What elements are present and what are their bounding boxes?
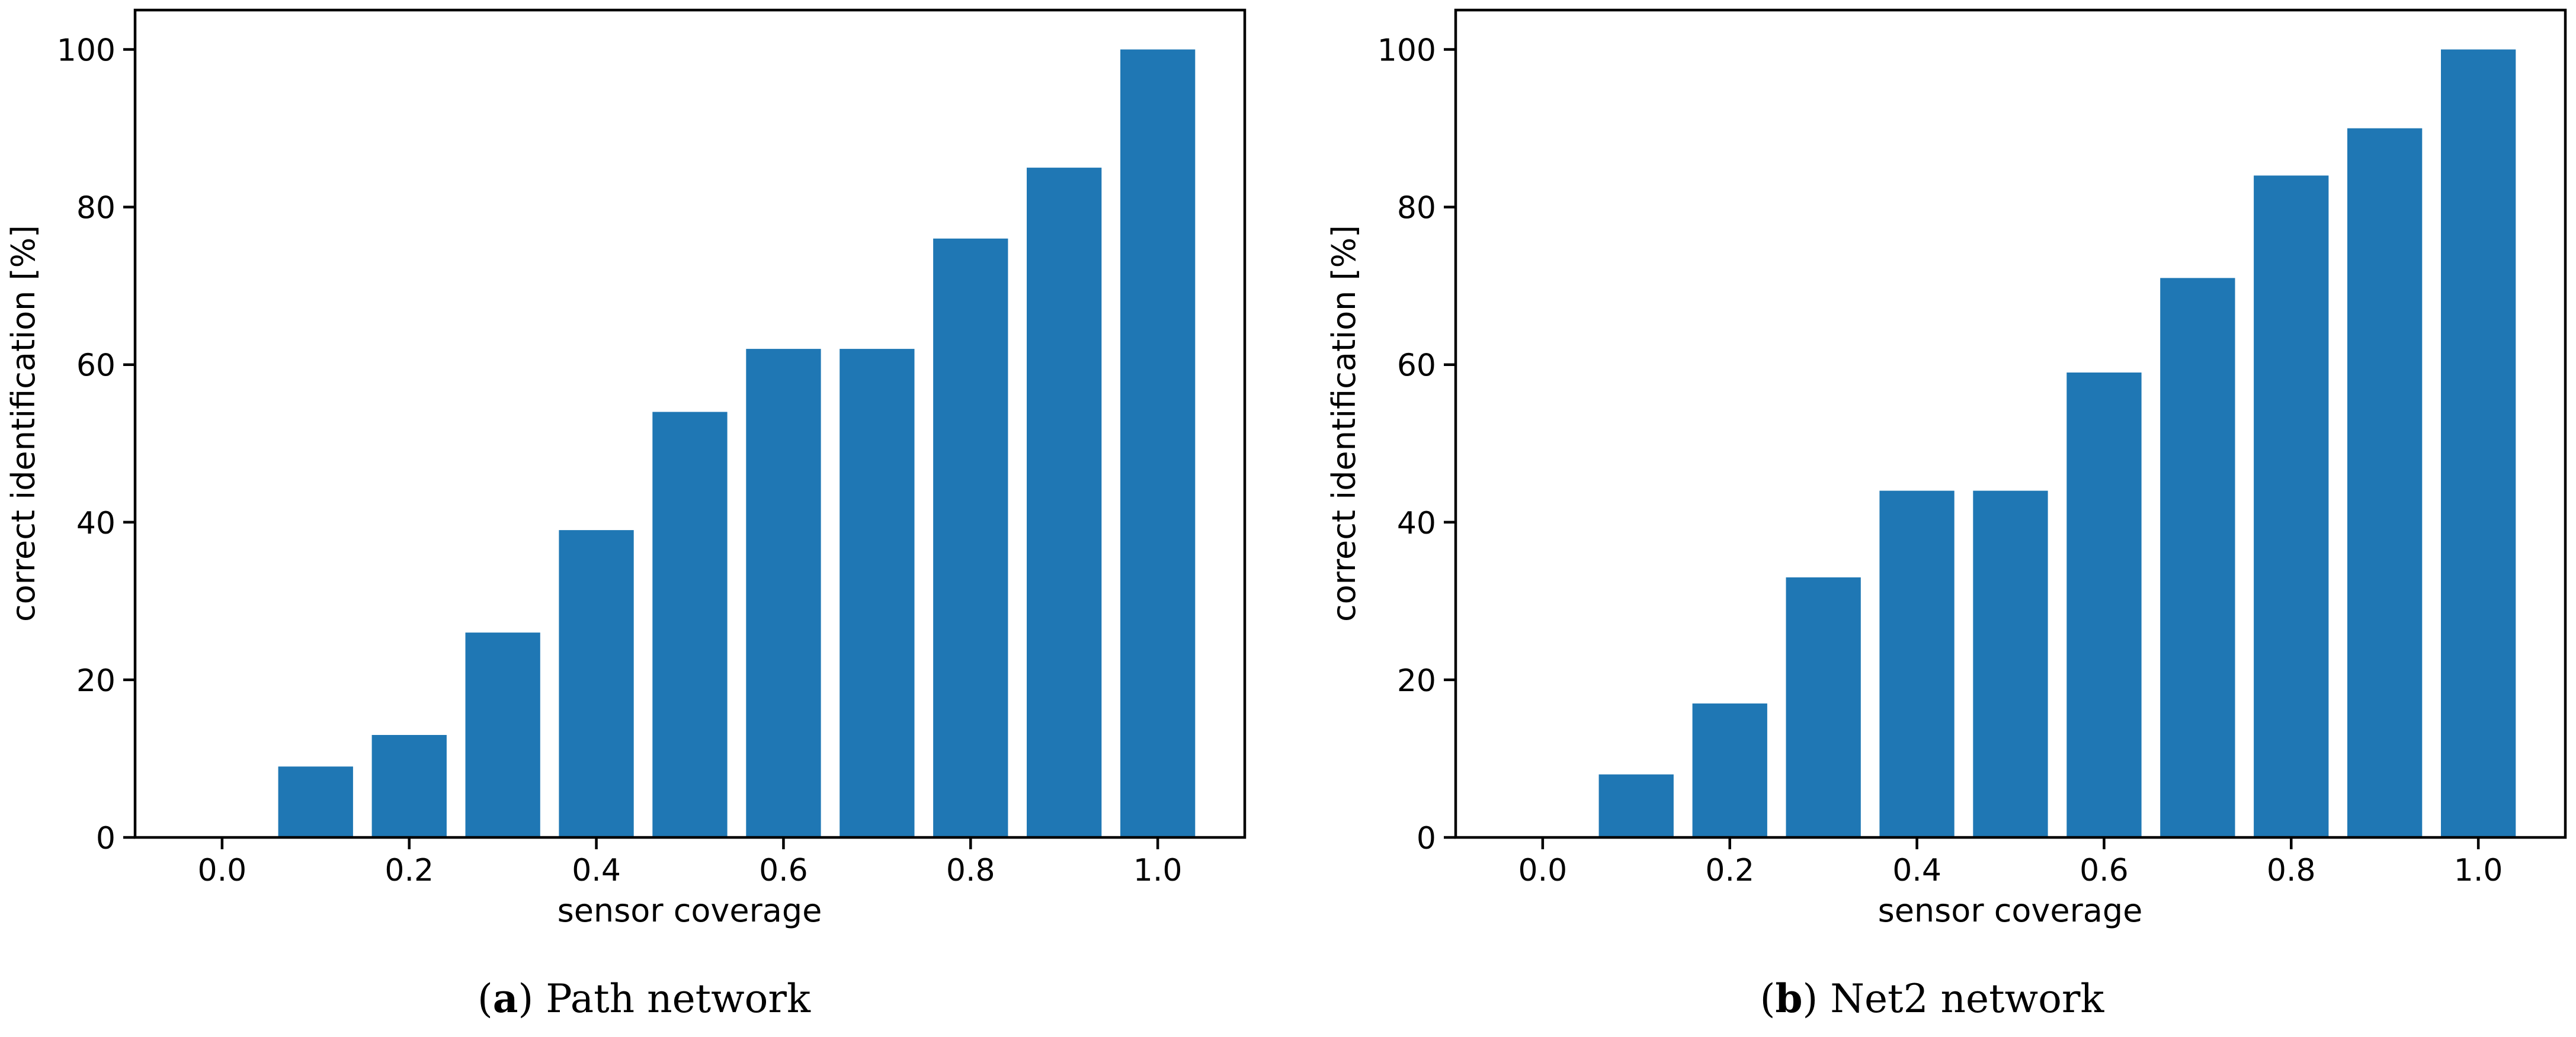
x-tick-label: 0.2 (385, 853, 434, 888)
caption-a: (a) Path network (0, 977, 1288, 1021)
caption-open-paren: ( (478, 976, 493, 1022)
caption-close-paren: ) (1802, 976, 1831, 1022)
bars-group-a (278, 49, 1196, 838)
axes-frame (1454, 8, 2567, 839)
chart-panel-a: 0 20 40 60 80 100 0.0 0.2 0.4 0.6 0.8 1.0 sensor co… (5, 8, 1247, 929)
x-tick-label: 1.0 (1133, 853, 1183, 888)
bar (1786, 577, 1861, 837)
x-tick-label: 0.8 (946, 853, 995, 888)
caption-open-paren: ( (1760, 976, 1776, 1022)
bar (933, 238, 1008, 837)
x-tick-label: 0.2 (1705, 853, 1754, 888)
x-axis-label: sensor coverage (558, 892, 822, 929)
bar (2254, 175, 2329, 837)
y-axis-label: correct identification [%] (1325, 225, 1363, 622)
y-tick-label: 40 (76, 506, 116, 541)
y-tick-label: 80 (1397, 191, 1436, 226)
bar (1598, 774, 1674, 837)
bar (652, 412, 728, 837)
caption-letter: b (1775, 975, 1803, 1022)
bar (278, 766, 353, 837)
bar (1879, 490, 1955, 837)
y-tick-label: 60 (76, 348, 116, 384)
bar (2160, 278, 2235, 837)
caption-text: Path network (546, 976, 810, 1022)
bar (840, 349, 915, 837)
bar (1973, 490, 2048, 837)
bars-group-b (1598, 49, 2516, 838)
x-tick-label: 0.6 (759, 853, 808, 888)
y-tick-label: 60 (1397, 348, 1436, 384)
caption-b: (b) Net2 network (1288, 977, 2576, 1021)
caption-close-paren: ) (518, 976, 546, 1022)
x-tick-label: 0.0 (1518, 853, 1568, 888)
caption-letter: a (492, 975, 518, 1022)
bar (2347, 128, 2423, 838)
x-tick-label: 0.4 (572, 853, 621, 888)
y-tick-label: 100 (1377, 33, 1436, 69)
y-tick-label: 40 (1397, 506, 1436, 541)
axes-group-b: 0 20 40 60 80 100 0.0 0.2 0.4 0.6 0.8 1.0 (1377, 8, 2567, 888)
x-tick-label: 0.0 (198, 853, 247, 888)
x-axis-label: sensor coverage (1878, 892, 2143, 929)
x-tick-label: 1.0 (2454, 853, 2503, 888)
bar (2066, 373, 2142, 837)
y-tick-label: 0 (1417, 821, 1436, 856)
bar (1120, 49, 1196, 837)
bar (559, 530, 634, 837)
y-tick-label: 0 (96, 821, 116, 856)
bar (746, 349, 821, 837)
y-tick-label: 20 (76, 663, 116, 699)
bar (1692, 703, 1767, 837)
axes-group-a: 0 20 40 60 80 100 0.0 0.2 0.4 0.6 0.8 1.0 (57, 8, 1247, 888)
x-tick-label: 0.4 (1892, 853, 1941, 888)
bar (1027, 168, 1102, 838)
bar (371, 735, 447, 837)
caption-text: Net2 network (1830, 976, 2104, 1022)
y-tick-label: 20 (1397, 663, 1436, 699)
x-tick-label: 0.6 (2080, 853, 2129, 888)
bar (465, 633, 540, 837)
y-axis-label: correct identification [%] (5, 225, 42, 622)
bar (2441, 49, 2516, 837)
axes-frame (133, 8, 1247, 839)
y-tick-label: 80 (76, 191, 116, 226)
x-tick-label: 0.8 (2267, 853, 2316, 888)
y-tick-label: 100 (57, 33, 116, 69)
chart-panel-b: 0 20 40 60 80 100 0.0 0.2 0.4 0.6 0.8 1.0 sensor co… (1325, 8, 2567, 929)
